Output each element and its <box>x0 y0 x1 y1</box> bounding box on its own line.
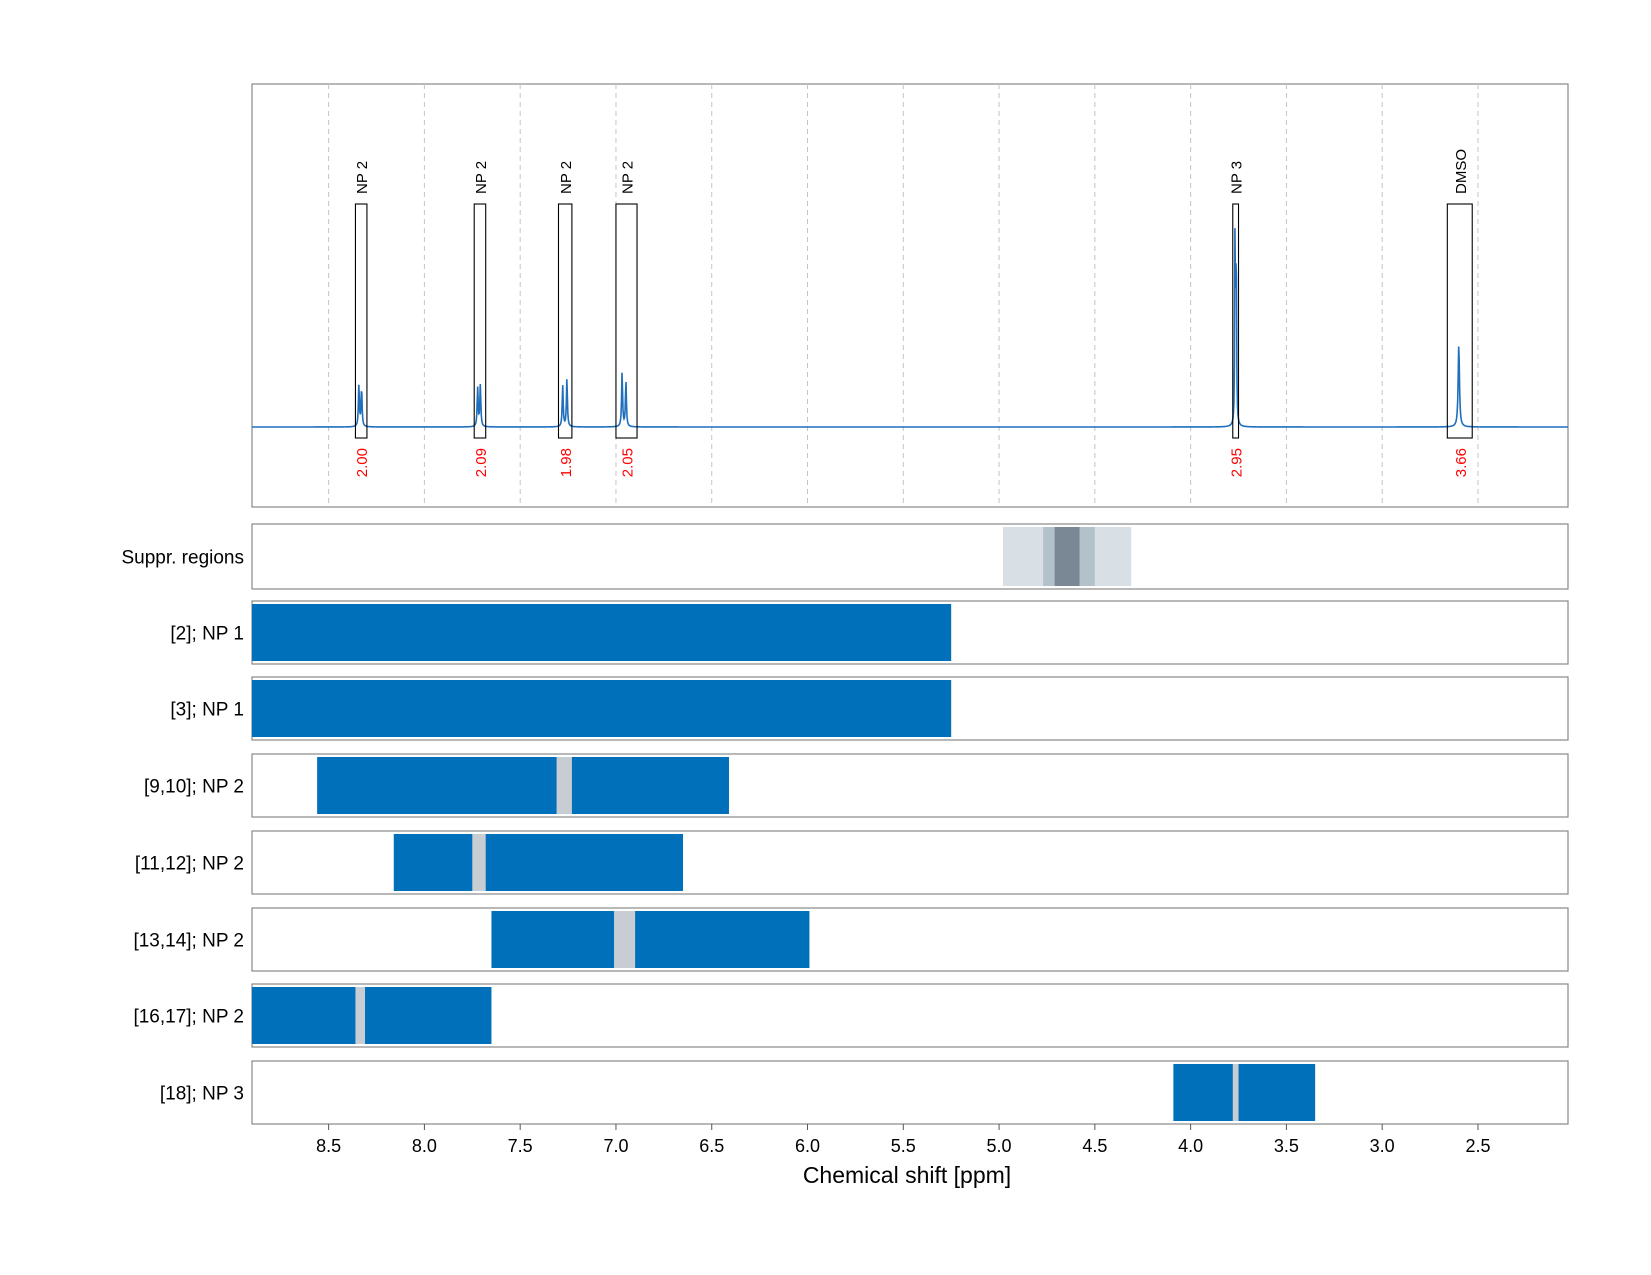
track-label: [16,17]; NP 2 <box>133 1007 244 1028</box>
track-label: [3]; NP 1 <box>170 700 244 721</box>
track-label: [18]; NP 3 <box>160 1084 244 1105</box>
x-tick-label: 5.0 <box>987 1136 1012 1156</box>
track-frame <box>251 1060 1569 1125</box>
peak-region-box <box>354 203 368 439</box>
suppr-band <box>1054 527 1080 586</box>
x-axis: 8.5 8.0 7.5 7.0 6.5 6.0 5.5 5.0 4.5 4.0 3.5 3.0 2.5 <box>316 1124 1490 1156</box>
suppression-regions-panel: Suppr. regions <box>121 523 1569 590</box>
track-gap <box>1232 1064 1239 1121</box>
track-bar <box>252 987 492 1044</box>
peak-integral: 2.05 <box>619 448 636 477</box>
track-gap <box>556 757 572 814</box>
peak-label: NP 3 <box>1229 161 1246 194</box>
x-axis-label: Chemical shift [ppm] <box>803 1162 1011 1188</box>
peak-label: NP 2 <box>354 161 371 194</box>
track-bar <box>252 604 952 661</box>
x-tick-label: 7.5 <box>508 1136 533 1156</box>
peak-region-box <box>1446 203 1473 439</box>
spectrum-panel: NP 2 2.00 NP 2 2.09 NP 2 1.98 NP 2 2.05 NP 3 2.95… <box>251 83 1569 508</box>
peak-integral: 2.09 <box>473 448 490 477</box>
x-tick-label: 3.5 <box>1274 1136 1299 1156</box>
x-tick-label: 7.0 <box>603 1136 628 1156</box>
track-bar <box>1173 1064 1316 1121</box>
assignment-tracks-panel: [2]; NP 1 [3]; NP 1 [9,10]; NP 2 [11,12]; N… <box>133 600 1569 1125</box>
x-tick-label: 8.0 <box>412 1136 437 1156</box>
peak-region-box <box>1232 203 1240 439</box>
peak-region-box <box>615 203 638 439</box>
peak-label: NP 2 <box>473 161 490 194</box>
peak-region-box <box>473 203 487 439</box>
track-label: [11,12]; NP 2 <box>135 854 244 875</box>
track-label: [9,10]; NP 2 <box>144 777 244 798</box>
x-tick-label: 2.5 <box>1465 1136 1490 1156</box>
x-tick-label: 3.0 <box>1370 1136 1395 1156</box>
peak-label: NP 2 <box>558 161 575 194</box>
peak-integral: 1.98 <box>558 448 575 477</box>
spectrum-frame <box>251 83 1569 508</box>
track-bar <box>317 757 729 814</box>
track-bar <box>252 680 952 737</box>
track-gap <box>614 911 636 968</box>
suppr-label: Suppr. regions <box>121 548 244 569</box>
x-tick-label: 5.5 <box>891 1136 916 1156</box>
x-tick-label: 6.0 <box>795 1136 820 1156</box>
x-tick-label: 6.5 <box>699 1136 724 1156</box>
peak-integral: 2.95 <box>1229 448 1246 477</box>
peak-region-box <box>557 203 573 439</box>
peak-integral: 3.66 <box>1453 448 1470 477</box>
x-tick-label: 4.5 <box>1082 1136 1107 1156</box>
x-tick-label: 4.0 <box>1178 1136 1203 1156</box>
track-frame <box>251 907 1569 972</box>
track-gap <box>472 834 486 891</box>
track-gap <box>355 987 366 1044</box>
track-label: [2]; NP 1 <box>170 624 244 645</box>
track-bar <box>393 834 684 891</box>
track-bar <box>491 911 810 968</box>
spectrum-line <box>252 228 1568 428</box>
peak-label: NP 2 <box>619 161 636 194</box>
x-tick-label: 8.5 <box>316 1136 341 1156</box>
peak-label: DMSO <box>1453 149 1470 194</box>
track-label: [13,14]; NP 2 <box>133 931 244 952</box>
suppr-frame <box>251 523 1569 590</box>
peak-integral: 2.00 <box>354 448 371 477</box>
